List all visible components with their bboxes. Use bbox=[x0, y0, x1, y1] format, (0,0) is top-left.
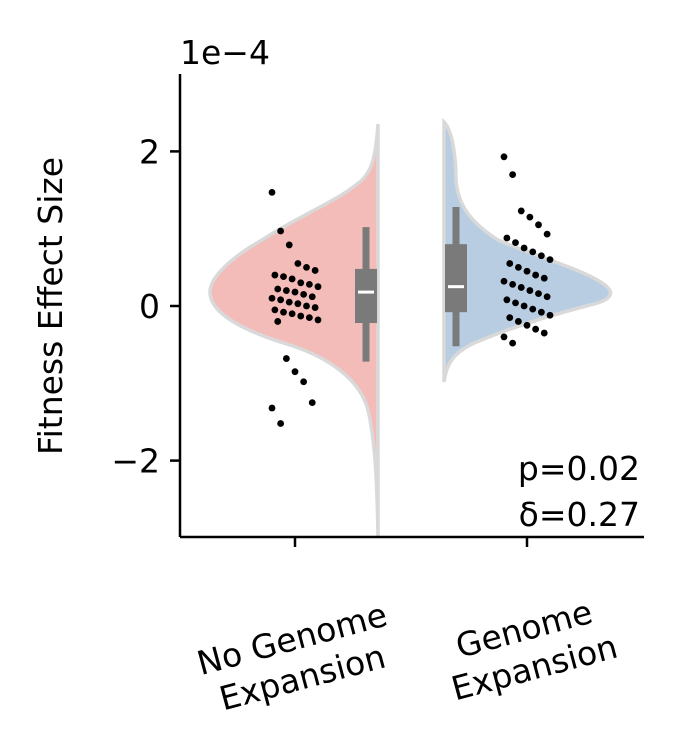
data-point bbox=[303, 302, 310, 310]
box-iqr bbox=[355, 268, 377, 324]
data-point bbox=[277, 420, 285, 427]
data-point bbox=[268, 294, 276, 302]
box-iqr bbox=[445, 244, 467, 313]
data-point bbox=[514, 263, 522, 271]
p-value-annotation: p=0.02 bbox=[518, 449, 640, 488]
y-tick-label: 0 bbox=[139, 287, 160, 326]
data-point bbox=[520, 302, 528, 310]
data-point bbox=[300, 291, 308, 298]
data-point bbox=[532, 325, 540, 333]
data-point bbox=[300, 378, 308, 386]
data-point bbox=[500, 153, 508, 161]
data-point bbox=[311, 267, 319, 274]
data-point bbox=[500, 277, 508, 285]
points-layer bbox=[268, 153, 554, 427]
category-label-right: Genome Expansion bbox=[447, 592, 621, 708]
data-point bbox=[500, 333, 508, 341]
data-point bbox=[512, 299, 519, 307]
data-point bbox=[308, 399, 316, 407]
category-label-left: No Genome Expansion bbox=[193, 595, 391, 719]
data-point bbox=[314, 283, 322, 291]
data-point bbox=[526, 287, 534, 294]
data-point bbox=[297, 312, 305, 320]
data-point bbox=[509, 339, 517, 347]
data-point bbox=[288, 310, 296, 318]
data-point bbox=[509, 280, 517, 288]
data-point bbox=[274, 318, 282, 325]
y-axis-label: Fitness Effect Size bbox=[31, 157, 70, 455]
data-point bbox=[297, 279, 305, 287]
data-point bbox=[535, 290, 542, 298]
data-point bbox=[288, 275, 296, 283]
data-point bbox=[514, 318, 522, 325]
data-point bbox=[314, 316, 322, 324]
data-point bbox=[282, 287, 290, 294]
y-scale-label: 1e−4 bbox=[180, 33, 270, 72]
data-point bbox=[523, 321, 531, 329]
data-point bbox=[546, 256, 554, 264]
effect-size-annotation: δ=0.27 bbox=[519, 495, 640, 534]
data-point bbox=[285, 241, 293, 249]
data-point bbox=[268, 188, 276, 196]
data-point bbox=[503, 296, 511, 304]
data-point bbox=[291, 288, 299, 296]
data-point bbox=[506, 314, 514, 321]
data-point bbox=[268, 404, 276, 412]
violin-left bbox=[208, 123, 380, 538]
data-point bbox=[509, 171, 517, 178]
data-point bbox=[294, 300, 302, 308]
data-point bbox=[305, 314, 313, 321]
data-point bbox=[526, 213, 534, 221]
data-point bbox=[540, 329, 548, 337]
data-point bbox=[503, 234, 511, 242]
data-point bbox=[282, 355, 290, 362]
data-point bbox=[517, 284, 525, 291]
data-point bbox=[523, 267, 531, 275]
violin-right bbox=[442, 117, 613, 383]
data-point bbox=[291, 368, 299, 376]
data-point bbox=[280, 273, 287, 281]
data-point bbox=[285, 298, 293, 306]
data-point bbox=[537, 308, 545, 316]
data-point bbox=[274, 285, 282, 293]
data-point bbox=[271, 271, 279, 279]
data-point bbox=[540, 274, 548, 282]
data-point bbox=[543, 293, 551, 301]
data-point bbox=[537, 252, 545, 260]
data-point bbox=[520, 244, 528, 252]
data-point bbox=[543, 230, 551, 238]
data-point bbox=[517, 207, 525, 215]
data-point bbox=[277, 296, 285, 304]
y-ticks: −2 0 2 bbox=[111, 132, 180, 481]
violin-layer bbox=[208, 117, 613, 538]
data-point bbox=[280, 308, 287, 316]
x-ticks bbox=[293, 537, 529, 547]
data-point bbox=[529, 248, 537, 256]
data-point bbox=[506, 260, 514, 267]
data-point bbox=[311, 304, 319, 311]
data-point bbox=[532, 271, 540, 279]
data-point bbox=[277, 227, 285, 235]
data-point bbox=[512, 239, 519, 247]
y-tick-label: −2 bbox=[111, 442, 160, 481]
data-point bbox=[535, 221, 542, 229]
y-tick-label: 2 bbox=[139, 132, 160, 171]
data-point bbox=[271, 306, 279, 314]
data-point bbox=[294, 260, 302, 267]
data-point bbox=[546, 311, 554, 319]
data-point bbox=[303, 263, 310, 271]
data-point bbox=[308, 293, 316, 301]
data-point bbox=[305, 280, 313, 288]
data-point bbox=[529, 305, 537, 313]
